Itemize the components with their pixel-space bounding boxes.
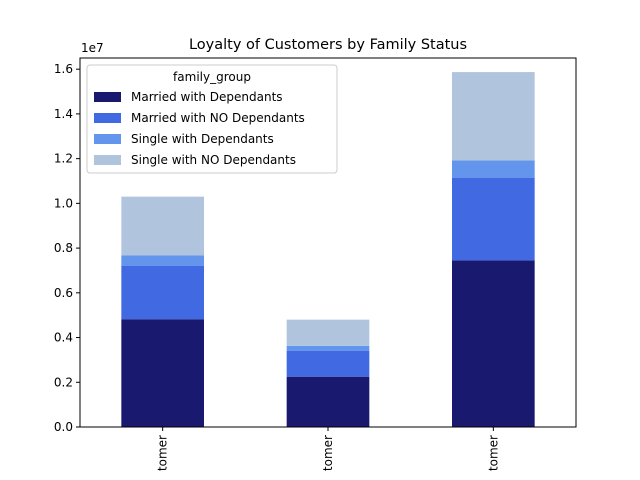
bar-segment [452,177,535,261]
bar-segment [452,160,535,178]
legend-label: Single with NO Dependants [131,153,296,167]
legend-swatch [94,134,121,144]
bars-group [121,72,535,427]
bar-segment [121,255,204,266]
legend-swatch [94,92,121,102]
x-tick-label: tomer [486,435,500,471]
y-tick-label: 0.0 [54,420,73,434]
legend-swatch [94,113,121,123]
bar-segment [286,376,370,427]
bar-segment [452,72,535,161]
y-tick-label: 1.4 [54,107,73,121]
x-tick-label: tomer [156,435,170,471]
bar-segment [121,319,204,427]
legend: family_group Married with Dependants Marr… [86,64,338,174]
bar-segment [286,350,370,377]
legend-label: Married with Dependants [131,90,283,104]
y-tick-label: 0.4 [54,331,73,345]
x-tick-label: tomer [321,435,335,471]
legend-title: family_group [173,70,251,84]
y-axis-offset-label: 1e7 [81,41,104,55]
bar-segment [286,319,370,346]
y-tick-label: 0.2 [54,375,73,389]
chart-title: Loyalty of Customers by Family Status [189,37,467,53]
y-tick-label: 1.0 [54,196,73,210]
y-tick-label: 1.2 [54,152,73,166]
plot-frame [79,57,577,428]
y-tick-label: 1.6 [54,62,73,76]
bar-segment [286,345,370,351]
legend-swatch [94,155,121,165]
legend-label: Single with Dependants [131,132,274,146]
legend-box [86,64,338,174]
x-axis: tomer tomer tomer [156,427,500,471]
bar-segment [121,196,204,256]
y-tick-label: 0.8 [54,241,73,255]
y-axis: 0.0 0.2 0.4 0.6 0.8 1.0 1.2 1.4 1.6 [54,62,80,434]
legend-label: Married with NO Dependants [131,111,305,125]
bar-segment [452,260,535,427]
y-tick-label: 0.6 [54,286,73,300]
bar-segment [121,265,204,320]
